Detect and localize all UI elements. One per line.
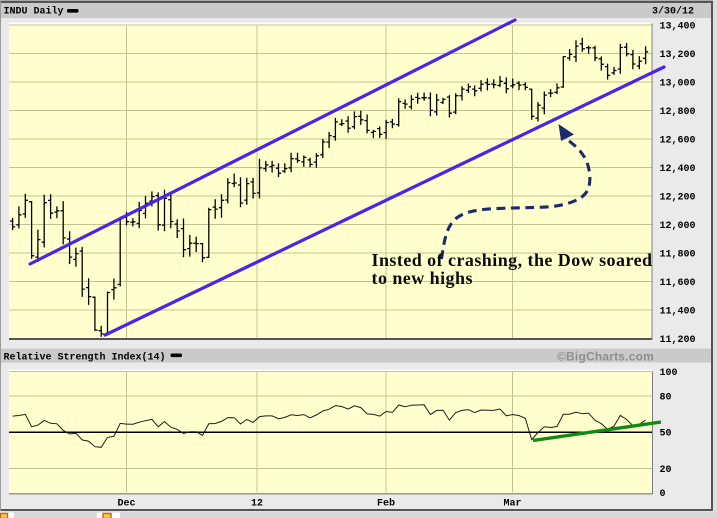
svg-text:3/30/12: 3/30/12 xyxy=(652,6,694,18)
svg-text:13,000: 13,000 xyxy=(660,79,696,90)
svg-text:80: 80 xyxy=(660,392,672,403)
svg-text:Mar: Mar xyxy=(503,499,521,510)
svg-text:11,800: 11,800 xyxy=(660,250,696,261)
svg-text:12: 12 xyxy=(251,499,263,510)
svg-text:©BigCharts.com: ©BigCharts.com xyxy=(557,350,654,364)
svg-text:13,200: 13,200 xyxy=(660,50,696,61)
svg-text:12,400: 12,400 xyxy=(660,164,696,175)
svg-text:0: 0 xyxy=(660,489,666,500)
svg-text:12,800: 12,800 xyxy=(660,107,696,118)
svg-text:13,400: 13,400 xyxy=(660,22,696,33)
svg-text:to new highs: to new highs xyxy=(372,268,473,288)
svg-text:INDU Daily: INDU Daily xyxy=(4,6,64,18)
svg-text:Dec: Dec xyxy=(117,499,135,510)
svg-text:20: 20 xyxy=(660,465,672,476)
svg-text:12,600: 12,600 xyxy=(660,136,696,147)
svg-text:Relative Strength Index(14): Relative Strength Index(14) xyxy=(4,352,166,364)
svg-text:11,400: 11,400 xyxy=(660,307,696,318)
svg-text:12,200: 12,200 xyxy=(660,193,696,204)
svg-text:11,200: 11,200 xyxy=(660,335,696,346)
svg-text:Feb: Feb xyxy=(377,498,395,510)
svg-text:11,600: 11,600 xyxy=(660,278,696,289)
svg-text:12,000: 12,000 xyxy=(660,221,696,232)
svg-text:50: 50 xyxy=(660,429,672,440)
svg-text:100: 100 xyxy=(660,368,678,379)
svg-text:Insted of crashing, the Dow so: Insted of crashing, the Dow soared xyxy=(372,250,653,270)
